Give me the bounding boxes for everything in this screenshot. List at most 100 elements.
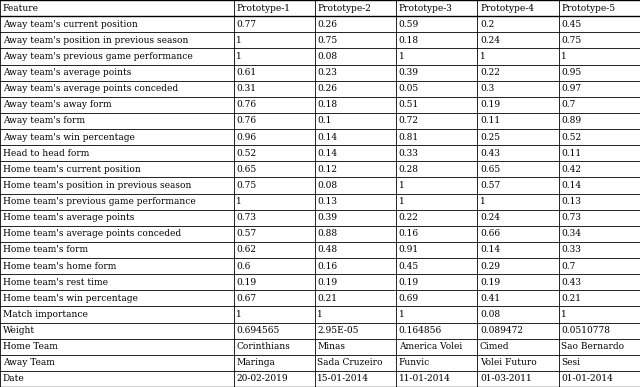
Bar — [477, 371, 559, 387]
Text: Minas: Minas — [317, 342, 346, 351]
Text: 0.81: 0.81 — [399, 133, 419, 142]
Text: Prototype-2: Prototype-2 — [317, 3, 371, 12]
Text: 0.57: 0.57 — [480, 181, 500, 190]
Text: 0.41: 0.41 — [480, 294, 500, 303]
Text: 0.26: 0.26 — [317, 20, 337, 29]
Text: 0.7: 0.7 — [561, 262, 575, 271]
Bar — [0, 274, 234, 290]
Text: 0.19: 0.19 — [236, 278, 256, 287]
Text: 1: 1 — [399, 181, 404, 190]
Bar — [0, 226, 234, 242]
Bar — [396, 274, 477, 290]
Text: Away team's win percentage: Away team's win percentage — [3, 133, 134, 142]
Text: 0.14: 0.14 — [561, 181, 581, 190]
Text: Away team's average points: Away team's average points — [3, 68, 131, 77]
Bar — [396, 161, 477, 177]
Text: 0.45: 0.45 — [399, 262, 419, 271]
Text: Home team's average points: Home team's average points — [3, 213, 134, 222]
Bar — [234, 371, 315, 387]
Bar — [396, 65, 477, 80]
Text: 0.19: 0.19 — [480, 278, 500, 287]
Bar — [315, 210, 396, 226]
Bar — [315, 258, 396, 274]
Text: 0.95: 0.95 — [561, 68, 582, 77]
Text: 1: 1 — [399, 52, 404, 61]
Bar — [477, 290, 559, 307]
Text: 0.19: 0.19 — [399, 278, 419, 287]
Text: 0.69: 0.69 — [399, 294, 419, 303]
Text: Home team's position in previous season: Home team's position in previous season — [3, 181, 191, 190]
Text: 0.88: 0.88 — [317, 229, 337, 238]
Text: America Volei: America Volei — [399, 342, 462, 351]
Bar — [0, 145, 234, 161]
Text: Away team's current position: Away team's current position — [3, 20, 138, 29]
Bar — [396, 16, 477, 32]
Bar — [0, 258, 234, 274]
Bar — [396, 322, 477, 339]
Bar — [559, 194, 640, 210]
Bar — [477, 177, 559, 194]
Bar — [234, 0, 315, 16]
Bar — [477, 0, 559, 16]
Bar — [315, 161, 396, 177]
Bar — [0, 0, 234, 16]
Text: Weight: Weight — [3, 326, 35, 335]
Text: Home Team: Home Team — [3, 342, 58, 351]
Bar — [396, 339, 477, 355]
Bar — [234, 210, 315, 226]
Text: Date: Date — [3, 375, 24, 384]
Bar — [0, 322, 234, 339]
Bar — [0, 355, 234, 371]
Text: 0.75: 0.75 — [561, 36, 582, 45]
Text: 0.73: 0.73 — [561, 213, 581, 222]
Bar — [315, 242, 396, 258]
Bar — [234, 258, 315, 274]
Text: 0.19: 0.19 — [317, 278, 337, 287]
Bar — [477, 258, 559, 274]
Text: 1: 1 — [480, 197, 486, 206]
Text: 0.33: 0.33 — [561, 245, 581, 254]
Bar — [234, 339, 315, 355]
Bar — [559, 371, 640, 387]
Bar — [559, 80, 640, 97]
Text: Sao Bernardo: Sao Bernardo — [561, 342, 625, 351]
Bar — [315, 0, 396, 16]
Bar — [234, 113, 315, 129]
Bar — [559, 290, 640, 307]
Bar — [315, 129, 396, 145]
Bar — [396, 32, 477, 48]
Bar — [0, 194, 234, 210]
Bar — [0, 32, 234, 48]
Text: 0.16: 0.16 — [399, 229, 419, 238]
Text: Away Team: Away Team — [3, 358, 54, 367]
Bar — [477, 97, 559, 113]
Bar — [0, 113, 234, 129]
Bar — [0, 242, 234, 258]
Bar — [315, 177, 396, 194]
Bar — [0, 97, 234, 113]
Bar — [396, 226, 477, 242]
Bar — [234, 16, 315, 32]
Text: 0.76: 0.76 — [236, 116, 256, 125]
Bar — [559, 322, 640, 339]
Bar — [234, 97, 315, 113]
Text: 0.28: 0.28 — [399, 165, 419, 174]
Bar — [0, 48, 234, 65]
Bar — [234, 322, 315, 339]
Bar — [234, 242, 315, 258]
Bar — [234, 129, 315, 145]
Bar — [477, 226, 559, 242]
Bar — [315, 371, 396, 387]
Text: Maringa: Maringa — [236, 358, 275, 367]
Bar — [315, 274, 396, 290]
Bar — [559, 210, 640, 226]
Bar — [234, 177, 315, 194]
Text: 2.95E-05: 2.95E-05 — [317, 326, 359, 335]
Bar — [0, 307, 234, 322]
Text: 0.14: 0.14 — [317, 133, 337, 142]
Bar — [315, 339, 396, 355]
Bar — [315, 322, 396, 339]
Text: 0.57: 0.57 — [236, 229, 257, 238]
Bar — [396, 194, 477, 210]
Text: 0.08: 0.08 — [317, 52, 337, 61]
